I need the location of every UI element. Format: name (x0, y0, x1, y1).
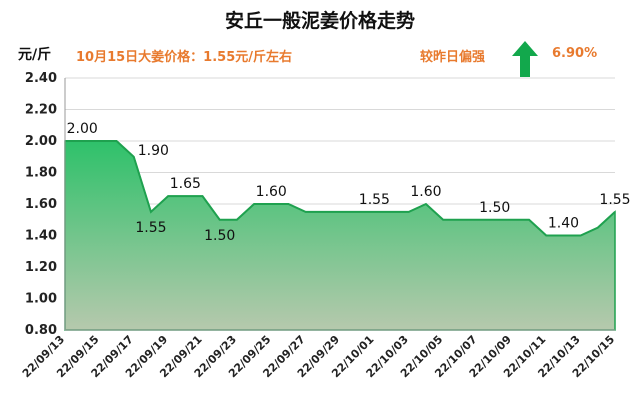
compare-value: 6.90% (552, 46, 598, 61)
y-tick-label: 1.40 (25, 229, 57, 244)
area-series (64, 140, 616, 331)
y-axis-unit: 元/斤 (18, 47, 52, 63)
axes (64, 78, 615, 331)
y-tick-label: 1.20 (25, 260, 57, 275)
data-label: 1.60 (410, 184, 441, 200)
price-note: 10月15日大姜价格：1.55元/斤左右 (76, 50, 293, 65)
data-label: 1.55 (599, 192, 630, 208)
y-tick-label: 2.20 (25, 103, 57, 118)
y-tick-label: 2.00 (25, 134, 57, 149)
data-label: 1.65 (170, 176, 201, 192)
compare-label: 较昨日偏强 (420, 50, 486, 65)
y-tick-label: 2.40 (25, 71, 57, 86)
data-label: 1.55 (359, 192, 390, 208)
y-tick-label: 1.60 (25, 197, 57, 212)
data-label: 1.55 (135, 220, 166, 236)
data-label: 1.40 (548, 216, 579, 232)
data-label: 1.50 (204, 228, 235, 244)
y-tick-labels: 0.80 1.00 1.20 1.40 1.60 1.80 2.00 2.20 2.40 (25, 71, 57, 338)
y-tick-label: 1.00 (25, 292, 57, 307)
data-label: 1.60 (256, 184, 287, 200)
data-labels: 2.00 1.90 1.55 1.65 1.50 1.60 1.55 1.60 1.50 1.40… (67, 121, 631, 244)
data-label: 1.50 (479, 200, 510, 216)
x-tick-labels: 22/09/1322/09/1522/09/1722/09/1922/09/21… (20, 333, 617, 380)
up-arrow-icon (512, 41, 538, 77)
data-label: 2.00 (67, 121, 98, 137)
y-tick-label: 0.80 (25, 323, 57, 338)
y-tick-label: 1.80 (25, 166, 57, 181)
data-label: 1.90 (138, 143, 169, 159)
chart-title: 安丘一般泥姜价格走势 (224, 10, 415, 32)
